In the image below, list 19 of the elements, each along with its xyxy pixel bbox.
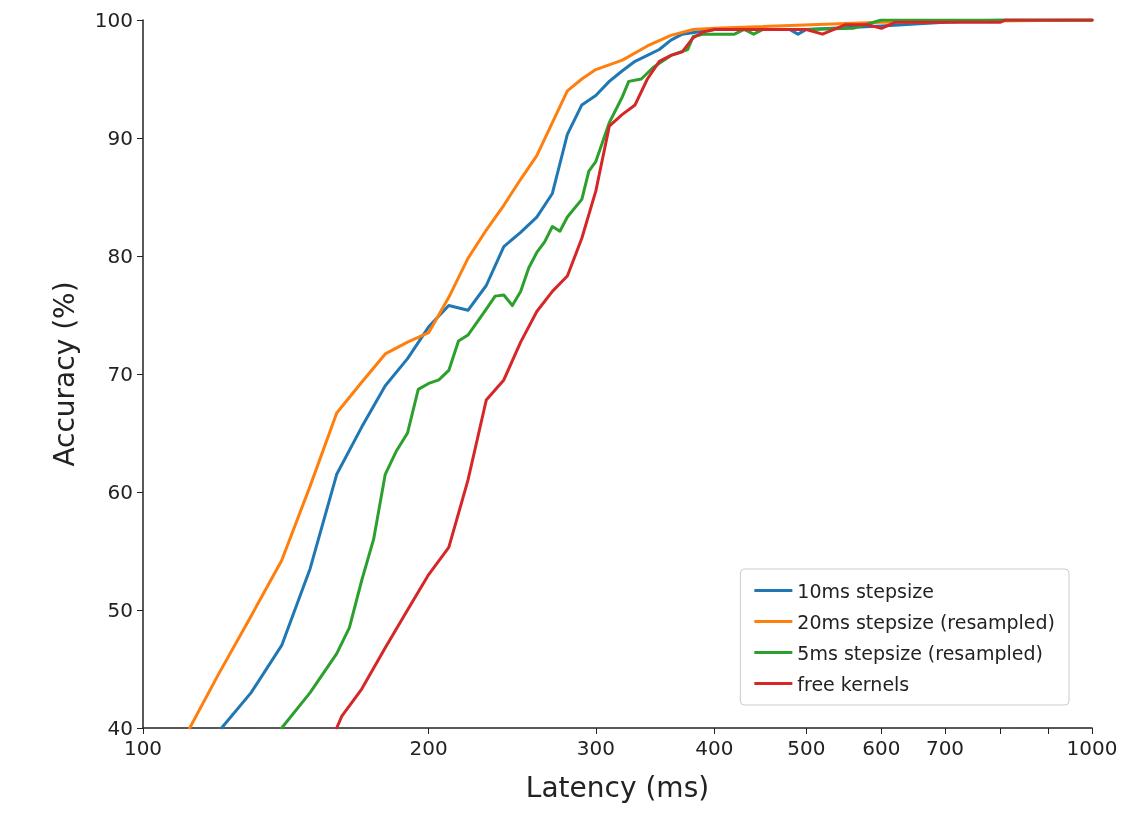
y-axis-title: Accuracy (%) xyxy=(47,281,81,467)
legend-label: 5ms stepsize (resampled) xyxy=(797,641,1043,664)
x-axis-title: Latency (ms) xyxy=(525,770,710,804)
y-tick-label: 50 xyxy=(107,598,133,622)
x-tick-label: 600 xyxy=(862,736,901,760)
x-tick-label: 200 xyxy=(409,736,448,760)
y-tick-label: 90 xyxy=(107,126,133,150)
legend-label: 20ms stepsize (resampled) xyxy=(797,610,1056,633)
legend-label: 10ms stepsize xyxy=(797,579,934,602)
x-tick-label: 500 xyxy=(787,736,826,760)
x-tick-label: 400 xyxy=(695,736,734,760)
x-tick-label: 1000 xyxy=(1066,736,1118,760)
x-tick-label: 700 xyxy=(925,736,965,760)
y-tick-label: 100 xyxy=(94,8,133,32)
y-tick-label: 80 xyxy=(107,244,133,268)
x-tick-label: 300 xyxy=(576,736,615,760)
y-tick-label: 70 xyxy=(107,362,133,386)
legend-label: free kernels xyxy=(797,672,910,695)
y-tick-label: 60 xyxy=(107,480,133,504)
